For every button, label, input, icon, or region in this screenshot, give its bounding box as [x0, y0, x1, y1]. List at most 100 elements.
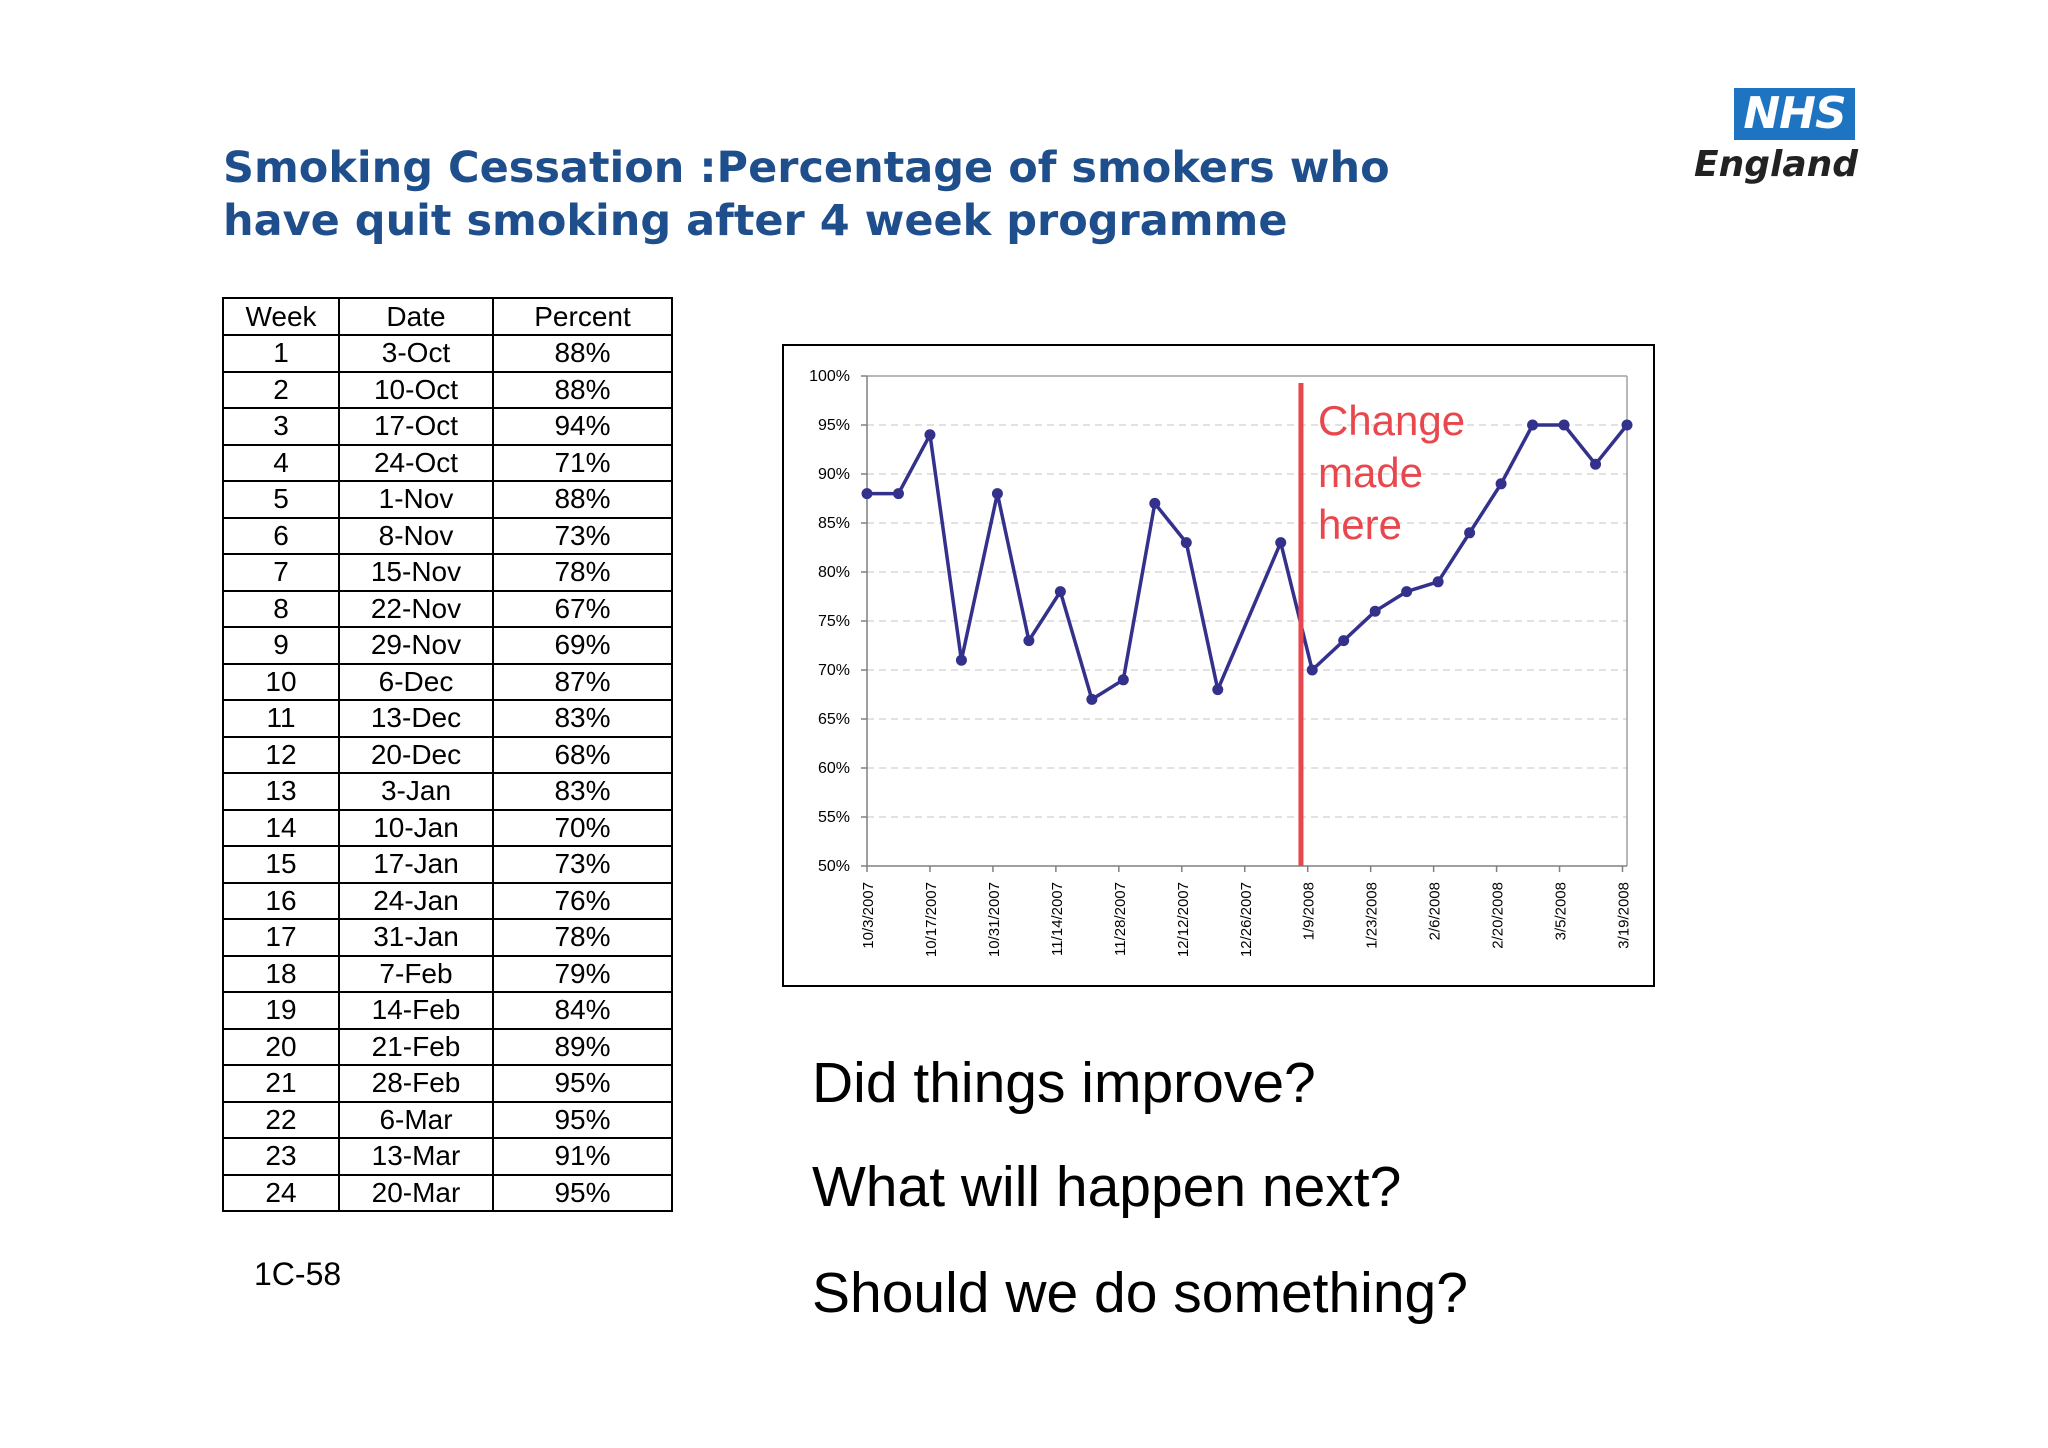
cell-date: 24-Jan	[338, 881, 494, 920]
cell-week: 16	[222, 881, 340, 920]
data-point	[1086, 693, 1098, 705]
cell-week: 18	[222, 954, 340, 993]
data-point	[861, 488, 873, 500]
y-tick-label: 80%	[818, 564, 850, 581]
cell-week: 7	[222, 553, 340, 592]
table-row: 23 13-Mar 91%	[222, 1137, 673, 1176]
cell-percent: 73%	[492, 845, 673, 884]
cell-date: 14-Feb	[338, 991, 494, 1030]
cell-percent: 88%	[492, 370, 673, 409]
cell-percent: 95%	[492, 1064, 673, 1103]
y-tick-label: 60%	[818, 760, 850, 777]
nhs-logo-box: NHS	[1734, 88, 1855, 140]
table-row: 17 31-Jan 78%	[222, 918, 673, 957]
table-row: 14 10-Jan 70%	[222, 808, 673, 847]
data-point	[1275, 537, 1287, 549]
cell-date: 31-Jan	[338, 918, 494, 957]
cell-percent: 83%	[492, 772, 673, 811]
data-point	[1306, 664, 1318, 676]
table-row: 6 8-Nov 73%	[222, 516, 673, 555]
x-tick-label: 11/28/2007	[1112, 882, 1129, 956]
table-row: 12 20-Dec 68%	[222, 735, 673, 774]
cell-date: 1-Nov	[338, 480, 494, 519]
x-tick-label: 1/9/2008	[1301, 882, 1318, 940]
x-tick-label: 10/31/2007	[986, 882, 1003, 957]
header-week: Week	[222, 297, 340, 336]
cell-percent: 73%	[492, 516, 673, 555]
cell-percent: 78%	[492, 553, 673, 592]
table-row: 18 7-Feb 79%	[222, 954, 673, 993]
cell-percent: 91%	[492, 1137, 673, 1176]
y-tick-label: 95%	[818, 417, 850, 434]
annotation-text-line: here	[1318, 501, 1402, 548]
cell-date: 13-Mar	[338, 1137, 494, 1176]
cell-date: 6-Dec	[338, 662, 494, 701]
cell-date: 7-Feb	[338, 954, 494, 993]
cell-percent: 87%	[492, 662, 673, 701]
x-tick-label: 1/23/2008	[1364, 882, 1381, 949]
data-point	[1054, 586, 1066, 598]
header-date: Date	[338, 297, 494, 336]
cell-date: 6-Mar	[338, 1100, 494, 1139]
cell-week: 3	[222, 407, 340, 446]
table-row: 11 13-Dec 83%	[222, 699, 673, 738]
data-point	[1149, 497, 1161, 509]
data-point	[955, 654, 967, 666]
table-row: 16 24-Jan 76%	[222, 881, 673, 920]
x-tick-label: 2/6/2008	[1427, 882, 1444, 940]
data-point	[1558, 419, 1570, 431]
slide-title: Smoking Cessation :Percentage of smokers…	[223, 142, 1390, 248]
cell-week: 9	[222, 626, 340, 665]
slide-reference: 1C-58	[254, 1256, 342, 1292]
cell-date: 10-Jan	[338, 808, 494, 847]
table-row: 4 24-Oct 71%	[222, 443, 673, 482]
cell-percent: 70%	[492, 808, 673, 847]
table-row: 21 28-Feb 95%	[222, 1064, 673, 1103]
y-tick-label: 65%	[818, 711, 850, 728]
cell-date: 10-Oct	[338, 370, 494, 409]
nhs-logo-england: England	[1694, 144, 1859, 185]
cell-date: 15-Nov	[338, 553, 494, 592]
data-point	[1464, 527, 1476, 539]
x-tick-label: 10/3/2007	[860, 882, 877, 949]
x-tick-label: 10/17/2007	[923, 882, 940, 957]
x-tick-label: 3/5/2008	[1553, 882, 1570, 940]
question-action: Should we do something?	[812, 1261, 1468, 1325]
table-row: 3 17-Oct 94%	[222, 407, 673, 446]
cell-percent: 83%	[492, 699, 673, 738]
cell-percent: 94%	[492, 407, 673, 446]
cell-date: 3-Jan	[338, 772, 494, 811]
y-tick-label: 85%	[818, 515, 850, 532]
data-point	[924, 429, 936, 441]
cell-week: 13	[222, 772, 340, 811]
question-improve: Did things improve?	[812, 1051, 1316, 1115]
table-row: 10 6-Dec 87%	[222, 662, 673, 701]
data-point	[1180, 537, 1192, 549]
cell-percent: 79%	[492, 954, 673, 993]
cell-percent: 78%	[492, 918, 673, 957]
data-point	[1338, 635, 1350, 647]
data-point	[1401, 586, 1413, 598]
x-tick-label: 11/14/2007	[1049, 882, 1066, 956]
cell-date: 29-Nov	[338, 626, 494, 665]
table-row: 1 3-Oct 88%	[222, 334, 673, 373]
data-point	[1527, 419, 1539, 431]
annotation-text-line: made	[1318, 449, 1423, 496]
x-tick-label: 2/20/2008	[1490, 882, 1507, 949]
cell-date: 28-Feb	[338, 1064, 494, 1103]
y-tick-label: 50%	[818, 858, 850, 875]
data-point	[1212, 684, 1224, 696]
annotation-text-line: Change	[1318, 397, 1465, 444]
table-row: 15 17-Jan 73%	[222, 845, 673, 884]
cell-date: 17-Jan	[338, 845, 494, 884]
data-point	[1023, 635, 1035, 647]
cell-percent: 67%	[492, 589, 673, 628]
cell-date: 8-Nov	[338, 516, 494, 555]
cell-week: 6	[222, 516, 340, 555]
question-next: What will happen next?	[812, 1155, 1402, 1219]
cell-week: 19	[222, 991, 340, 1030]
cell-week: 14	[222, 808, 340, 847]
header-percent: Percent	[492, 297, 673, 336]
data-point	[892, 488, 904, 500]
cell-week: 22	[222, 1100, 340, 1139]
